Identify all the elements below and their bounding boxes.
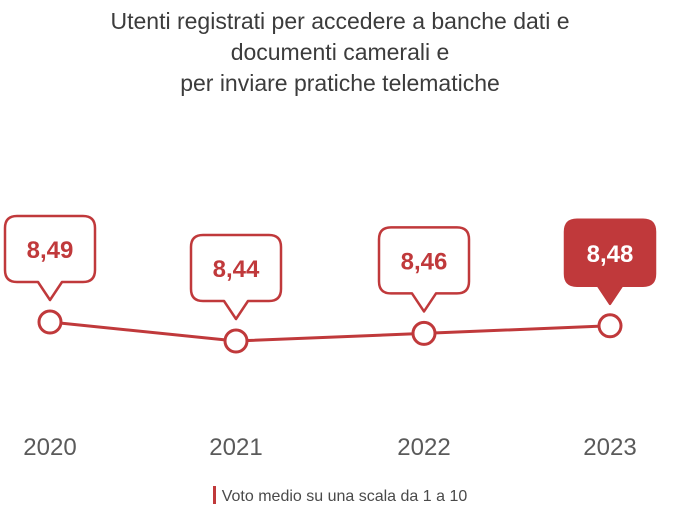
chart-title: Utenti registrati per accedere a banche …: [0, 6, 680, 99]
x-tick-label: 2022: [397, 434, 450, 461]
x-tick-label: 2023: [583, 434, 636, 461]
legend: Voto medio su una scala da 1 a 10: [0, 486, 680, 506]
value-callout: [563, 218, 657, 306]
value-callout: [377, 226, 471, 313]
data-label: 8,48: [587, 241, 634, 268]
data-point: [223, 328, 249, 354]
value-callout: [3, 214, 97, 302]
x-tick-label: 2020: [23, 434, 76, 461]
data-point: [597, 313, 623, 339]
data-point: [37, 309, 63, 335]
data-label: 8,46: [401, 248, 448, 275]
data-label: 8,44: [213, 256, 260, 283]
title-line-3: per inviare pratiche telematiche: [180, 70, 500, 96]
legend-label: Voto medio su una scala da 1 a 10: [221, 488, 468, 505]
title-line-1: Utenti registrati per accedere a banche …: [110, 8, 570, 34]
value-callout: [189, 233, 283, 321]
line-chart: 8,49 2020 8,44 2021 8,46 2022 8,48 2023: [3, 214, 657, 461]
legend-marker: [212, 486, 216, 504]
series-line: [49, 320, 611, 343]
data-label: 8,49: [27, 237, 74, 264]
title-line-2: documenti camerali e: [230, 39, 450, 65]
data-point: [411, 320, 437, 346]
x-tick-label: 2021: [209, 434, 262, 461]
